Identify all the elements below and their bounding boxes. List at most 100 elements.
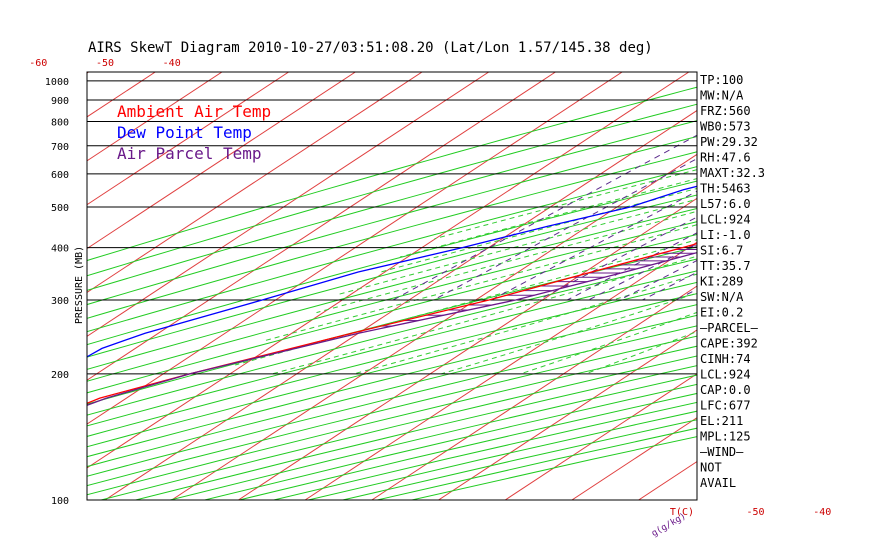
mixing-ratio-line bbox=[804, 72, 870, 300]
isotherm bbox=[87, 72, 223, 162]
index-entry: L57:6.0 bbox=[700, 197, 751, 211]
index-entry: FRZ:560 bbox=[700, 104, 751, 118]
pressure-tick-label: 1000 bbox=[45, 77, 69, 88]
mixing-ratio-line bbox=[490, 190, 697, 301]
isotherm bbox=[87, 72, 690, 469]
dry-adiabat bbox=[87, 293, 697, 448]
dry-adiabat bbox=[87, 304, 697, 458]
index-entry: MW:N/A bbox=[700, 89, 744, 103]
index-entry: NOT bbox=[700, 461, 722, 475]
dry-adiabat bbox=[87, 151, 697, 319]
bottom-temp-tick-label: -40 bbox=[813, 507, 831, 518]
mixing-ratio-line bbox=[849, 72, 870, 300]
dry-adiabat bbox=[87, 103, 697, 277]
index-entry: SI:6.7 bbox=[700, 244, 743, 258]
isotherm bbox=[87, 72, 423, 294]
dry-adiabat bbox=[87, 233, 697, 394]
bottom-temp-tick-label: -50 bbox=[747, 507, 765, 518]
legend-entry: Ambient Air Temp bbox=[117, 102, 271, 121]
moist-adiabat bbox=[434, 169, 697, 240]
moist-adiabat bbox=[272, 255, 697, 375]
top-temp-tick-label: -50 bbox=[96, 58, 114, 69]
mixing-ratio-line bbox=[821, 72, 870, 300]
axes: 100 200 300 400 500 600 700 800 900 1000 PRESSURE … bbox=[29, 58, 831, 539]
isotherm bbox=[87, 72, 490, 337]
index-entry: PW:29.32 bbox=[700, 135, 758, 149]
index-entry: TH:5463 bbox=[700, 182, 751, 196]
pressure-tick-label: 600 bbox=[51, 170, 69, 181]
index-entry: TP:100 bbox=[700, 73, 743, 87]
isotherm bbox=[371, 285, 697, 500]
air-parcel-line bbox=[87, 251, 697, 406]
chart-title: AIRS SkewT Diagram 2010-10-27/03:51:08.2… bbox=[88, 40, 653, 56]
isotherm bbox=[504, 373, 697, 500]
index-entry: WB0:573 bbox=[700, 120, 751, 134]
mixing-ratio-line bbox=[736, 72, 870, 300]
mixing-ratio-line bbox=[756, 72, 870, 300]
isotherm bbox=[772, 72, 870, 500]
dew-point-bold-segment bbox=[0, 374, 50, 420]
pressure-tick-label: 900 bbox=[51, 96, 69, 107]
dry-adiabat bbox=[87, 86, 697, 262]
pressure-tick-label: 300 bbox=[51, 296, 69, 307]
dry-adiabat bbox=[87, 314, 697, 468]
pressure-tick-label: 400 bbox=[51, 244, 69, 255]
dry-adiabat bbox=[342, 419, 697, 500]
index-entry: LCL:924 bbox=[700, 368, 751, 382]
dry-adiabat bbox=[170, 374, 697, 500]
index-entry: KI:289 bbox=[700, 275, 743, 289]
top-temp-tick-label: -60 bbox=[29, 58, 47, 69]
index-entry: CAP:0.0 bbox=[700, 383, 751, 397]
dew-point-line bbox=[87, 185, 697, 358]
pressure-tick-label: 800 bbox=[51, 117, 69, 128]
pressure-tick-label: 200 bbox=[51, 370, 69, 381]
dry-adiabat bbox=[87, 221, 697, 382]
mixing-ratio-line bbox=[392, 134, 697, 301]
index-entry: EL:211 bbox=[700, 414, 743, 428]
dry-adiabat bbox=[87, 194, 697, 358]
legend-entry: Dew Point Temp bbox=[117, 123, 252, 142]
dry-adiabat bbox=[87, 166, 697, 333]
index-entry: LCL:924 bbox=[700, 213, 751, 227]
index-entry: EI:0.2 bbox=[700, 306, 743, 320]
ambient-temp-line bbox=[87, 242, 697, 404]
top-temp-tick-label: -40 bbox=[163, 58, 181, 69]
dry-adiabat bbox=[87, 120, 697, 291]
moist-adiabat bbox=[235, 239, 697, 366]
index-entry: RH:47.6 bbox=[700, 151, 751, 165]
index-entry: AVAIL bbox=[700, 476, 736, 490]
index-entry: TT:35.7 bbox=[700, 259, 751, 273]
index-entry: CAPE:392 bbox=[700, 337, 758, 351]
isotherm bbox=[87, 72, 356, 250]
dry-adiabat bbox=[87, 207, 697, 370]
profiles bbox=[0, 185, 697, 459]
index-entry: —PARCEL— bbox=[700, 321, 759, 335]
pressure-tick-label: 100 bbox=[51, 496, 69, 507]
ambient-temp-bold-segment bbox=[0, 432, 8, 459]
isotherm bbox=[438, 329, 697, 500]
dry-adiabat bbox=[87, 281, 697, 437]
dry-adiabat bbox=[87, 135, 697, 306]
dry-adiabat bbox=[87, 270, 697, 427]
legend: Ambient Air Temp Dew Point Temp Air Parcel… bbox=[117, 102, 271, 163]
dry-adiabat bbox=[87, 258, 697, 416]
dry-adiabat bbox=[87, 180, 697, 346]
index-entry: LFC:677 bbox=[700, 399, 751, 413]
isotherm bbox=[304, 241, 697, 500]
pressure-tick-label: 500 bbox=[51, 203, 69, 214]
index-entry: MAXT:32.3 bbox=[700, 166, 765, 180]
index-entry: CINH:74 bbox=[700, 352, 751, 366]
isotherm bbox=[104, 109, 697, 500]
pressure-tick-label: 700 bbox=[51, 142, 69, 153]
x-axis-label: T(C) bbox=[670, 507, 694, 518]
isotherm bbox=[87, 72, 289, 206]
dry-adiabat bbox=[411, 436, 697, 500]
moist-adiabat bbox=[520, 311, 697, 375]
isotherm bbox=[0, 72, 22, 500]
moist-adiabat bbox=[339, 198, 697, 295]
plot-frame bbox=[86, 71, 698, 501]
dry-adiabat bbox=[87, 325, 697, 477]
isotherm bbox=[171, 153, 697, 500]
